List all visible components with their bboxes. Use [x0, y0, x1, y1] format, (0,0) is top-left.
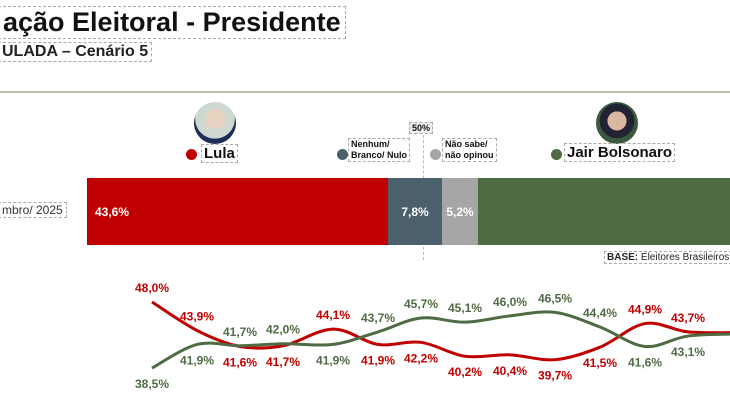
lula-data-label: 43,7%	[671, 311, 705, 325]
bar-label-nenhum: 7,8%	[401, 204, 429, 219]
lula-data-label: 40,2%	[448, 365, 482, 379]
lula-data-label: 44,9%	[628, 303, 662, 317]
lula-data-label: 41,9%	[361, 353, 395, 367]
bolsonaro-data-label: 38,5%	[135, 377, 169, 391]
lula-data-label: 41,7%	[266, 355, 300, 369]
trend-line-chart: 48,0% 43,9% 41,6% 41,7% 44,1% 41,9% 42,2% 40,2%…	[135, 281, 730, 391]
bar-segment-bolsonaro: 4	[478, 178, 730, 245]
bolsonaro-legend-dot	[551, 149, 562, 160]
naosabe-line1: Não sabe/	[445, 139, 488, 149]
lula-data-label: 43,9%	[180, 309, 214, 323]
bolsonaro-data-label: 43,1%	[671, 345, 705, 359]
bolsonaro-data-label: 41,9%	[316, 353, 350, 367]
bolsonaro-data-label: 46,0%	[493, 295, 527, 309]
bar-label-lula: 43,6%	[95, 204, 130, 219]
bolsonaro-legend-label: Jair Bolsonaro	[564, 143, 676, 162]
bolsonaro-data-label: 45,7%	[404, 297, 438, 311]
bolsonaro-data-label: 44,4%	[583, 306, 617, 320]
divider	[0, 91, 730, 93]
lula-data-label: 41,6%	[223, 355, 257, 369]
fifty-percent-marker: 50%	[409, 122, 434, 134]
lula-data-label: 44,1%	[316, 308, 350, 322]
bolsonaro-trend-line	[151, 310, 730, 370]
bolsonaro-data-label: 43,7%	[361, 311, 395, 325]
naosabe-legend-label: Não sabe/não opinou	[442, 138, 497, 162]
bolsonaro-data-label: 41,7%	[223, 325, 257, 339]
bolsonaro-data-label: 46,5%	[538, 291, 572, 305]
bolsonaro-data-label: 42,0%	[266, 323, 300, 337]
lula-photo	[194, 102, 236, 144]
bar-label-naosabe: 5,2%	[446, 204, 474, 219]
lula-data-label: 39,7%	[538, 369, 572, 383]
lula-data-label: 48,0%	[135, 281, 169, 295]
naosabe-line2: não opinou	[445, 150, 494, 160]
bar-segment-lula: 43,6%	[87, 178, 388, 245]
base-note: BASE: Eleitores Brasileiros	[604, 251, 730, 264]
base-note-bold: BASE:	[607, 252, 639, 263]
base-note-text: Eleitores Brasileiros	[638, 252, 730, 263]
bar-segment-nenhum: 7,8%	[388, 178, 442, 245]
bolsonaro-photo	[596, 102, 638, 144]
lula-legend-dot	[186, 149, 197, 160]
bolsonaro-data-label: 41,6%	[628, 355, 662, 369]
lula-data-label: 41,5%	[583, 356, 617, 370]
lula-data-label: 42,2%	[404, 351, 438, 365]
nenhum-line1: Nenhum/	[351, 139, 390, 149]
page-subtitle: ULADA – Cenário 5	[0, 42, 153, 62]
bolsonaro-data-label: 45,1%	[448, 301, 482, 315]
nenhum-legend-label: Nenhum/Branco/ Nulo	[348, 138, 411, 162]
page-title: ação Eleitoral - Presidente	[0, 6, 346, 39]
lula-legend-label: Lula	[201, 144, 238, 163]
nenhum-line2: Branco/ Nulo	[351, 150, 408, 160]
period-label: mbro/ 2025	[0, 202, 67, 218]
nenhum-legend-dot	[337, 149, 348, 160]
naosabe-legend-dot	[430, 149, 441, 160]
bar-segment-naosabe: 5,2%	[442, 178, 478, 245]
lula-data-label: 40,4%	[493, 364, 527, 378]
bolsonaro-data-label: 41,9%	[180, 353, 214, 367]
